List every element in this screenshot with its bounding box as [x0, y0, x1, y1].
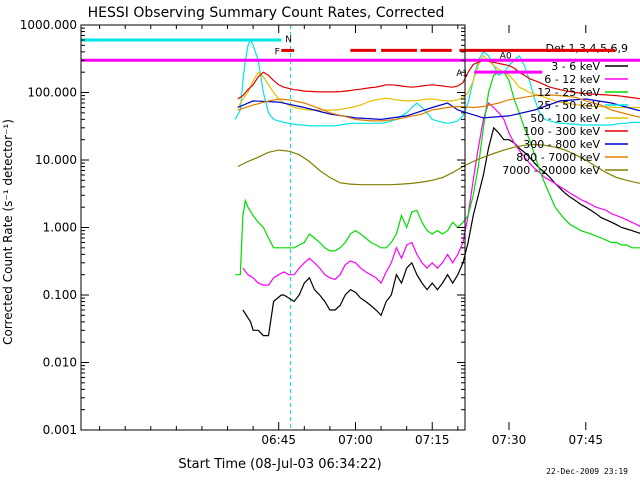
series-line-9 [237, 143, 640, 186]
x-tick-label: 07:00 [338, 433, 373, 447]
legend-label: 25 - 50 keV [537, 99, 600, 112]
series-line-6 [237, 59, 640, 100]
x-tick-label: 07:30 [492, 433, 527, 447]
flag-bars: NF A1 A0 [81, 35, 640, 79]
flag-label-f: F [275, 47, 280, 57]
legend-label: 800 - 7000 keV [516, 151, 600, 164]
y-axis-label: Corrected Count Rate (s⁻¹ detector⁻¹) [1, 119, 15, 345]
flag-label-a0: A0 [500, 51, 512, 61]
series-line-2 [242, 101, 640, 286]
series-line-7 [237, 98, 640, 121]
series-line-4 [234, 38, 640, 127]
reference-lines [289, 25, 291, 430]
series-line-1 [242, 126, 640, 337]
y-tick-label: 10.000 [35, 153, 77, 167]
plot-frame [80, 24, 466, 431]
y-tick-label: 1.000 [43, 221, 77, 235]
legend-label: 6 - 12 keV [544, 73, 600, 86]
flag-label-n: N [285, 35, 292, 45]
series-line-8 [237, 94, 640, 122]
x-axis-label: Start Time (08-Jul-03 06:34:22) [178, 457, 381, 472]
chart-title: HESSI Observing Summary Count Rates, Cor… [88, 5, 445, 21]
axes: 0.001 0.010 0.100 1.000 10.000 100.000 1000.00… [20, 18, 603, 447]
y-tick-label: 0.100 [43, 288, 77, 302]
legend-label: 50 - 100 keV [530, 112, 600, 125]
legend-label: 300 - 800 keV [523, 138, 600, 151]
x-tick-label: 07:15 [415, 433, 450, 447]
flag-label-a1: A1 [456, 69, 468, 79]
y-tick-label: 0.010 [43, 356, 77, 370]
y-tick-label: 100.000 [27, 86, 77, 100]
legend-title: Det 1,3,4,5,6,9 [545, 42, 628, 55]
x-tick-label: 07:45 [568, 433, 603, 447]
legend-label: 3 - 6 keV [551, 60, 600, 73]
x-tick-label: 06:45 [261, 433, 296, 447]
timestamp: 22-Dec-2009 23:19 [546, 467, 628, 476]
series-layer [234, 38, 640, 337]
legend-label: 100 - 300 keV [523, 125, 600, 138]
y-tick-label: 0.001 [43, 423, 77, 437]
y-tick-label: 1000.000 [20, 18, 77, 32]
legend-label: 12 - 25 keV [537, 86, 600, 99]
series-line-3 [235, 71, 640, 276]
legend-label: 7000 - 20000 keV [502, 164, 600, 177]
